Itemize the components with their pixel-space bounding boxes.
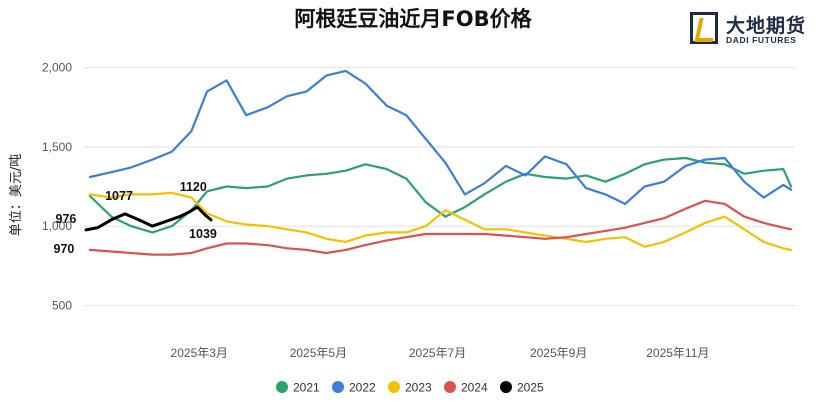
annotation-1077: 1077 xyxy=(105,189,133,203)
logo-mark-icon xyxy=(690,12,718,44)
series-line-2021 xyxy=(88,156,793,234)
annotation-970: 970 xyxy=(54,242,75,256)
logo-text-cn: 大地期货 xyxy=(726,15,807,37)
y-tick-label: 1,000 xyxy=(42,219,72,233)
x-tick-label: 2025年9月 xyxy=(530,346,587,360)
legend-label-2022: 2022 xyxy=(349,381,376,395)
legend-marker-2022 xyxy=(332,381,344,393)
annotation-1120: 1120 xyxy=(180,180,207,194)
legend-label-2025: 2025 xyxy=(517,381,544,395)
y-axis-label: 单位：美元/吨 xyxy=(9,154,24,236)
gridlines xyxy=(84,67,795,306)
series-line-2025 xyxy=(84,205,213,232)
y-tick-label: 2,000 xyxy=(42,61,72,75)
legend-label-2023: 2023 xyxy=(405,381,432,395)
y-axis: 500 1,000 1,500 2,000 xyxy=(42,61,72,313)
series-line-2022 xyxy=(88,69,793,205)
logo-text-en: DADI FUTURES xyxy=(726,35,797,45)
annotation-1039: 1039 xyxy=(189,227,217,241)
brand-logo: 大地期货 DADI FUTURES xyxy=(690,12,820,48)
y-tick-label: 1,500 xyxy=(42,140,72,154)
x-tick-label: 2025年11月 xyxy=(646,346,709,360)
legend-marker-2024 xyxy=(444,381,456,393)
x-axis: 2025年3月 2025年5月 2025年7月 2025年9月 2025年11月 xyxy=(171,346,710,360)
legend-marker-2021 xyxy=(276,381,288,393)
x-tick-label: 2025年7月 xyxy=(409,346,466,360)
annotation-976: 976 xyxy=(56,212,77,226)
x-tick-label: 2025年5月 xyxy=(290,346,347,360)
legend-label-2024: 2024 xyxy=(461,381,488,395)
annotations: 976 1077 970 1120 1039 xyxy=(54,180,217,256)
x-tick-label: 2025年3月 xyxy=(171,346,228,360)
legend: 2021 2022 2023 2024 2025 xyxy=(276,381,544,395)
chart-title: 阿根廷豆油近月FOB价格 xyxy=(294,7,532,31)
series-line-2023 xyxy=(88,191,793,251)
legend-label-2021: 2021 xyxy=(293,381,320,395)
legend-marker-2025 xyxy=(500,381,512,393)
series-lines xyxy=(84,69,793,256)
y-tick-label: 500 xyxy=(52,298,72,312)
series-line-2024 xyxy=(88,199,793,256)
legend-marker-2023 xyxy=(388,381,400,393)
